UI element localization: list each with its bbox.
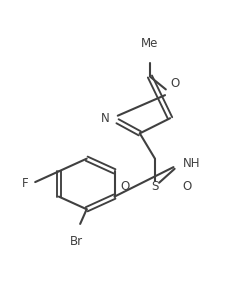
Text: N: N bbox=[101, 112, 109, 125]
Text: Br: Br bbox=[70, 234, 83, 248]
Text: NH: NH bbox=[183, 157, 200, 170]
Text: O: O bbox=[120, 180, 130, 193]
Text: F: F bbox=[22, 177, 29, 191]
Text: S: S bbox=[151, 180, 159, 193]
Text: Me: Me bbox=[141, 37, 159, 50]
Text: O: O bbox=[171, 77, 180, 90]
Text: O: O bbox=[183, 180, 192, 193]
